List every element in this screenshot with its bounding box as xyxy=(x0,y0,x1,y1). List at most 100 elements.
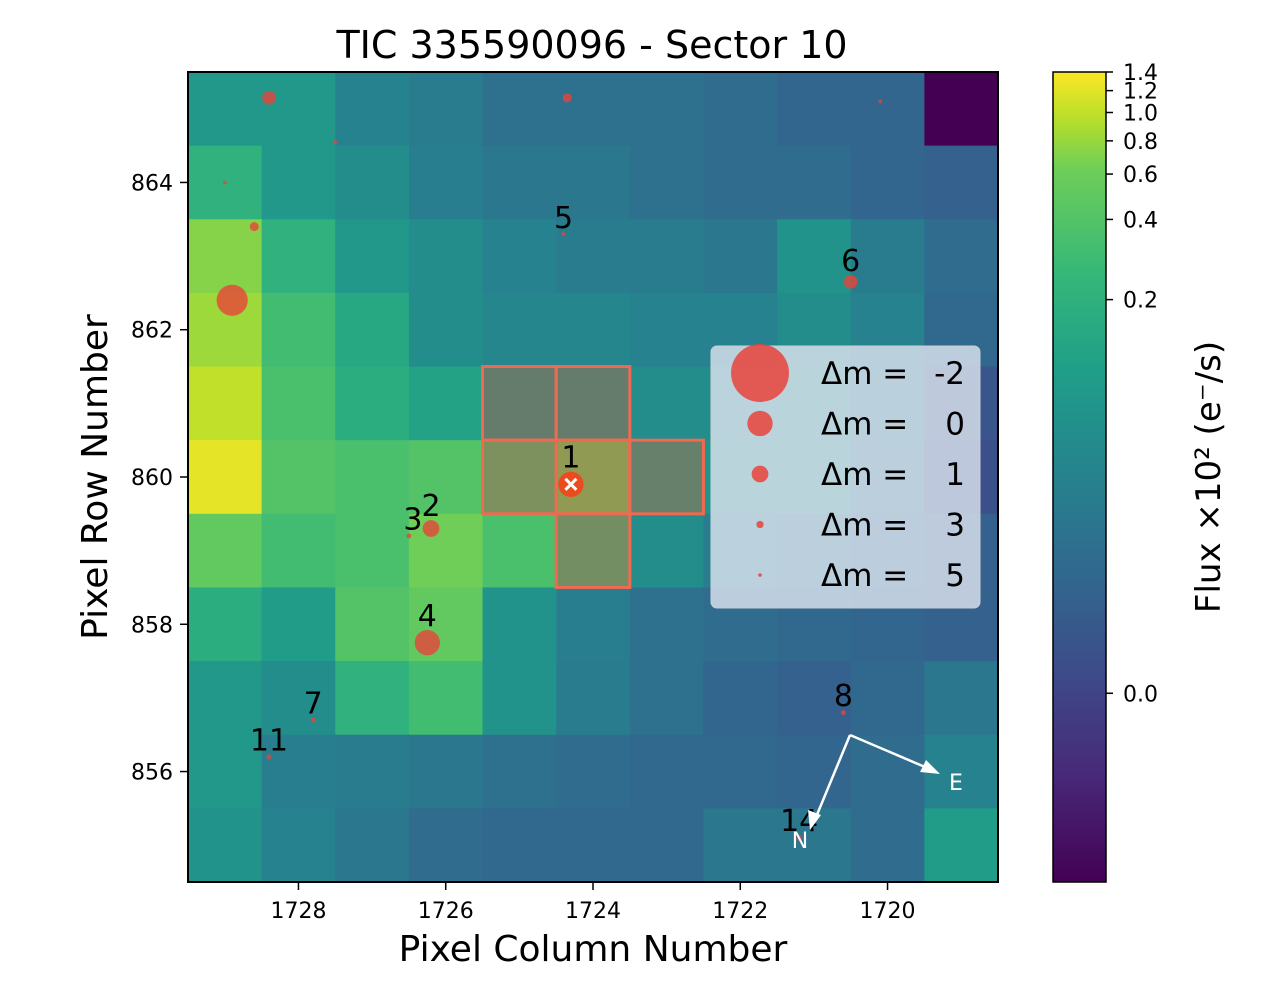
compass-north-label: N xyxy=(792,829,808,854)
heatmap-cell-1723-855 xyxy=(629,808,705,883)
legend-prefix-4: Δm = xyxy=(821,558,908,594)
legend-prefix-2: Δm = xyxy=(821,457,908,493)
x-tick-label-1728: 1728 xyxy=(270,899,326,924)
x-axis-ticks: 1728 1726 1724 1722 1720 xyxy=(270,882,916,924)
heatmap-cell-1724-859 xyxy=(556,513,631,589)
star-marker-unlabeled-14 xyxy=(223,180,227,185)
aperture-mask xyxy=(481,365,705,589)
heatmap-cell-1723-860 xyxy=(629,440,705,515)
heatmap-cell-1726-863 xyxy=(408,219,484,294)
heatmap-cell-1720-863 xyxy=(850,219,925,294)
x-tick-label-1724: 1724 xyxy=(565,899,621,924)
legend-value-4: 5 xyxy=(945,558,965,594)
legend-value-0: -2 xyxy=(934,356,965,392)
heatmap-cell-1719-857 xyxy=(924,661,999,736)
heatmap-cell-1726-865 xyxy=(408,72,484,147)
heatmap-cell-1720-856 xyxy=(850,734,925,809)
heatmap-cell-1722-856 xyxy=(703,734,778,809)
heatmap-cell-1727-856 xyxy=(335,734,410,809)
star-marker-2 xyxy=(422,520,440,537)
heatmap-cell-1728-855 xyxy=(261,808,336,883)
x-axis-label: Pixel Column Number xyxy=(399,929,788,970)
star-marker-unlabeled-13 xyxy=(216,284,248,316)
heatmap-cell-1726-860 xyxy=(408,440,484,515)
colorbar-tick-label-0: 1.4 xyxy=(1123,61,1158,86)
legend-marker-2 xyxy=(751,465,769,483)
heatmap-cell-1719-863 xyxy=(924,219,999,294)
y-tick-label-864: 864 xyxy=(131,171,173,196)
heatmap-cell-1722-857 xyxy=(703,661,778,736)
heatmap-cell-1729-861 xyxy=(188,366,263,441)
heatmap-cell-1723-859 xyxy=(629,513,705,589)
heatmap-cell-1728-863 xyxy=(261,219,336,294)
heatmap-cell-1727-855 xyxy=(335,808,410,883)
heatmap-cell-1722-864 xyxy=(703,145,778,220)
star-label-7: 7 xyxy=(304,687,323,722)
aperture-pixel-1723-860 xyxy=(628,438,705,516)
star-label-11: 11 xyxy=(250,723,288,758)
colorbar-tick-label-1: 1.2 xyxy=(1123,80,1158,105)
star-label-3: 3 xyxy=(403,502,422,537)
heatmap-cell-1724-856 xyxy=(556,734,631,809)
star-marker-unlabeled-15 xyxy=(333,140,338,144)
heatmap-cell-1725-855 xyxy=(482,808,557,883)
compass-east-arrowhead xyxy=(920,760,940,774)
heatmap-cell-1728-857 xyxy=(261,661,336,736)
heatmap-cell-1728-861 xyxy=(261,366,336,441)
y-tick-label-860: 860 xyxy=(131,466,173,491)
star-marker-8 xyxy=(840,710,846,716)
legend-value-2: 1 xyxy=(945,457,965,493)
star-marker-5 xyxy=(561,232,566,236)
legend-value-3: 3 xyxy=(945,508,965,544)
heatmap-cell-1721-856 xyxy=(777,734,852,809)
colorbar-tick-label-6: 0.2 xyxy=(1123,289,1158,314)
star-label-2: 2 xyxy=(421,489,440,524)
heatmap-cell-1727-862 xyxy=(335,292,410,368)
heatmap-cell-1719-864 xyxy=(924,145,999,220)
compass-arrows: E N xyxy=(792,733,963,854)
legend-prefix-0: Δm = xyxy=(821,356,908,392)
heatmap-cell-1725-858 xyxy=(482,587,557,662)
star-label-6: 6 xyxy=(841,244,860,279)
star-marker-11 xyxy=(266,754,272,760)
heatmap-cell-1721-857 xyxy=(777,661,852,736)
y-tick-label-856: 856 xyxy=(131,761,173,786)
legend-prefix-3: Δm = xyxy=(821,508,908,544)
heatmap-cell-1725-856 xyxy=(482,734,557,809)
x-tick-label-1722: 1722 xyxy=(712,899,768,924)
colorbar-tick-label-4: 0.6 xyxy=(1123,163,1158,188)
heatmap-cell-1729-859 xyxy=(188,513,263,589)
heatmap-cell-1725-864 xyxy=(482,145,557,220)
heatmap-cell-1722-865 xyxy=(703,72,778,147)
star-label-5: 5 xyxy=(554,201,573,236)
heatmap-cell-1729-863 xyxy=(188,219,263,294)
heatmap-cell-1724-858 xyxy=(556,587,631,662)
heatmap-cell-1720-865 xyxy=(850,72,925,147)
colorbar-tick-label-2: 1.0 xyxy=(1123,102,1158,127)
heatmap-cell-1721-865 xyxy=(777,72,852,147)
heatmap-cell-1725-860 xyxy=(482,440,557,515)
aperture-pixel-1724-861 xyxy=(554,365,632,442)
heatmap-cell-1724-865 xyxy=(556,72,631,147)
colorbar-tick-label-5: 0.4 xyxy=(1123,208,1158,233)
heatmap-cell-1725-862 xyxy=(482,292,557,368)
heatmap-cell-1722-863 xyxy=(703,219,778,294)
heatmap-cell-1728-856 xyxy=(261,734,336,809)
aperture-pixel-1725-861 xyxy=(481,365,558,442)
heatmap-cell-1728-858 xyxy=(261,587,336,662)
heatmap-cell-1727-861 xyxy=(335,366,410,441)
colorbar-ticks: 1.41.21.0 0.8 0.6 0.4 0.2 0.0 xyxy=(1106,61,1158,707)
star-marker-4 xyxy=(414,630,440,656)
star-marker-6 xyxy=(843,275,858,289)
y-tick-label-858: 858 xyxy=(131,613,173,638)
star-marker-7 xyxy=(310,717,316,723)
heatmap-cell-1722-855 xyxy=(703,808,778,883)
heatmap-cell-1723-862 xyxy=(629,292,705,368)
legend-marker-4 xyxy=(758,573,762,577)
heatmap-cell-1724-861 xyxy=(556,366,631,441)
y-axis-label: Pixel Row Number xyxy=(75,314,116,640)
heatmap-cell-1723-856 xyxy=(629,734,705,809)
heatmap-cell-1726-856 xyxy=(408,734,484,809)
